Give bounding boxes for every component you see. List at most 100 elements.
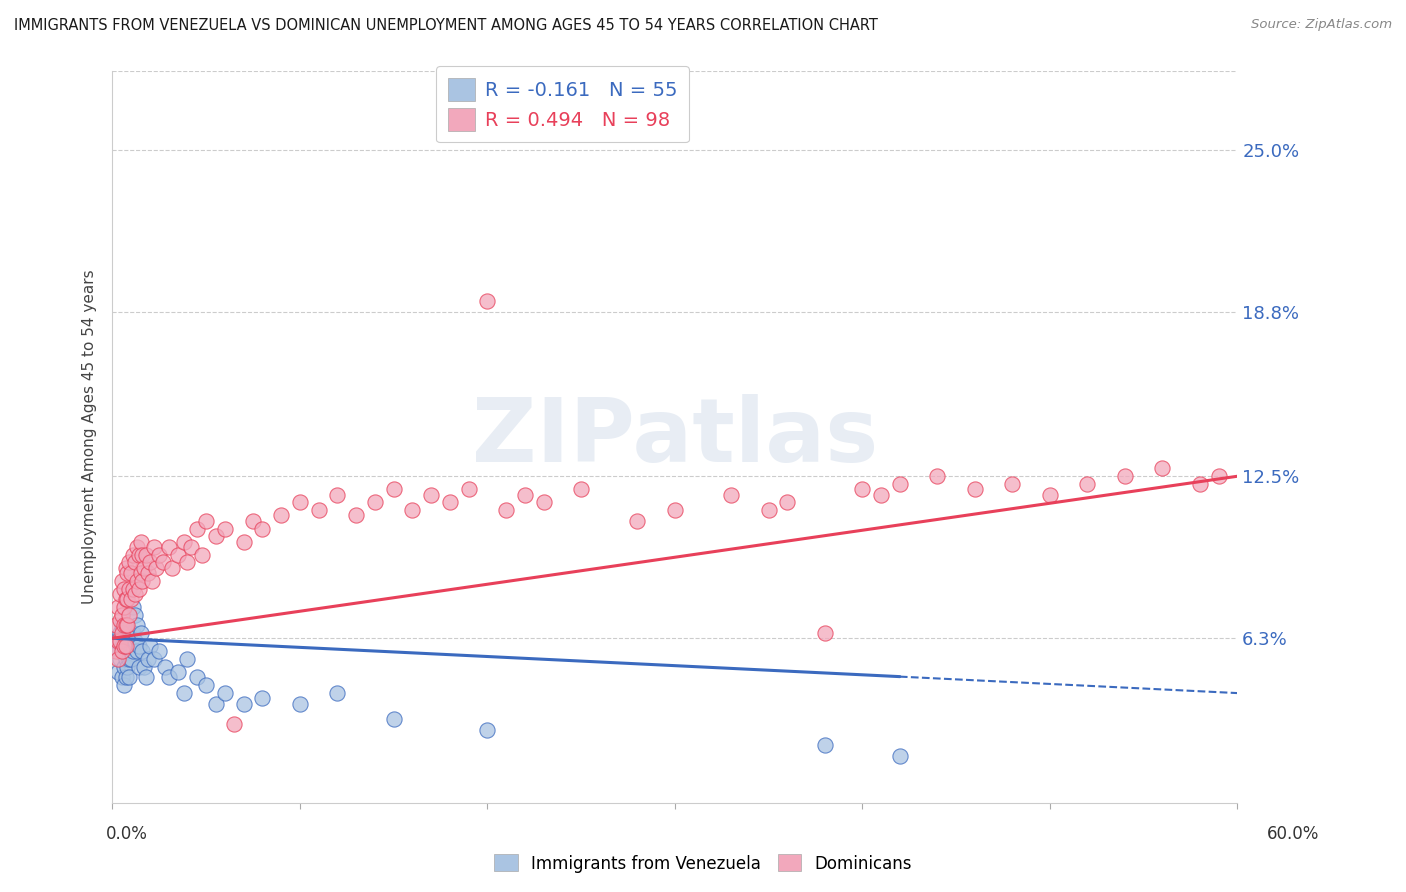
Point [1208, 469, 1230, 483]
Point [224, 717, 246, 731]
Point [270, 508, 292, 523]
Point [420, 487, 443, 501]
Point [308, 503, 330, 517]
Point [1001, 477, 1024, 491]
Point [117, 592, 139, 607]
Point [162, 560, 184, 574]
Point [120, 633, 142, 648]
Point [889, 477, 911, 491]
Point [112, 639, 135, 653]
Point [120, 652, 142, 666]
Point [111, 574, 134, 588]
Point [107, 665, 129, 680]
Point [664, 503, 686, 517]
Point [232, 697, 254, 711]
Point [118, 607, 141, 622]
Point [477, 723, 499, 737]
Point [214, 521, 236, 535]
Point [214, 686, 236, 700]
Point [131, 548, 153, 562]
Point [145, 560, 167, 574]
Point [135, 670, 157, 684]
Point [152, 556, 174, 570]
Point [851, 483, 873, 497]
Point [814, 739, 837, 753]
Point [124, 607, 146, 622]
Point [108, 613, 131, 627]
Point [157, 670, 180, 684]
Point [122, 599, 145, 614]
Point [114, 618, 136, 632]
Point [180, 540, 202, 554]
Point [139, 556, 162, 570]
Point [288, 697, 311, 711]
Point [870, 487, 893, 501]
Point [439, 495, 461, 509]
Point [122, 626, 145, 640]
Point [195, 514, 218, 528]
Point [776, 495, 799, 509]
Point [204, 529, 226, 543]
Point [112, 644, 135, 658]
Point [195, 678, 218, 692]
Point [105, 618, 128, 632]
Text: ZIPatlas: ZIPatlas [472, 393, 877, 481]
Point [107, 652, 129, 666]
Point [111, 618, 134, 632]
Point [111, 670, 134, 684]
Point [112, 678, 135, 692]
Point [401, 503, 423, 517]
Point [186, 521, 208, 535]
Point [117, 566, 139, 580]
Point [142, 540, 165, 554]
Point [252, 521, 274, 535]
Point [1039, 487, 1062, 501]
Point [927, 469, 949, 483]
Point [173, 686, 195, 700]
Point [112, 618, 135, 632]
Point [108, 633, 131, 648]
Point [326, 686, 349, 700]
Point [157, 540, 180, 554]
Point [153, 660, 176, 674]
Point [114, 670, 136, 684]
Point [117, 639, 139, 653]
Point [457, 483, 479, 497]
Point [364, 495, 387, 509]
Text: Source: ZipAtlas.com: Source: ZipAtlas.com [1251, 18, 1392, 31]
Text: 60.0%: 60.0% [1267, 825, 1320, 843]
Point [122, 582, 145, 596]
Point [569, 483, 592, 497]
Point [125, 644, 148, 658]
Point [963, 483, 986, 497]
Point [477, 294, 499, 309]
Point [129, 566, 152, 580]
Text: IMMIGRANTS FROM VENEZUELA VS DOMINICAN UNEMPLOYMENT AMONG AGES 45 TO 54 YEARS CO: IMMIGRANTS FROM VENEZUELA VS DOMINICAN U… [14, 18, 877, 33]
Point [128, 548, 150, 562]
Point [111, 644, 134, 658]
Point [758, 503, 780, 517]
Point [191, 548, 214, 562]
Point [128, 660, 150, 674]
Point [125, 540, 148, 554]
Point [142, 652, 165, 666]
Point [495, 503, 517, 517]
Point [131, 644, 153, 658]
Point [108, 626, 131, 640]
Point [889, 748, 911, 763]
Point [125, 574, 148, 588]
Point [382, 712, 405, 726]
Point [167, 665, 190, 680]
Point [141, 574, 163, 588]
Point [124, 633, 146, 648]
Point [252, 691, 274, 706]
Point [176, 652, 198, 666]
Point [131, 574, 153, 588]
Point [326, 487, 349, 501]
Point [204, 697, 226, 711]
Point [117, 660, 139, 674]
Point [1152, 461, 1174, 475]
Text: 0.0%: 0.0% [105, 825, 148, 843]
Point [118, 652, 141, 666]
Point [114, 633, 136, 648]
